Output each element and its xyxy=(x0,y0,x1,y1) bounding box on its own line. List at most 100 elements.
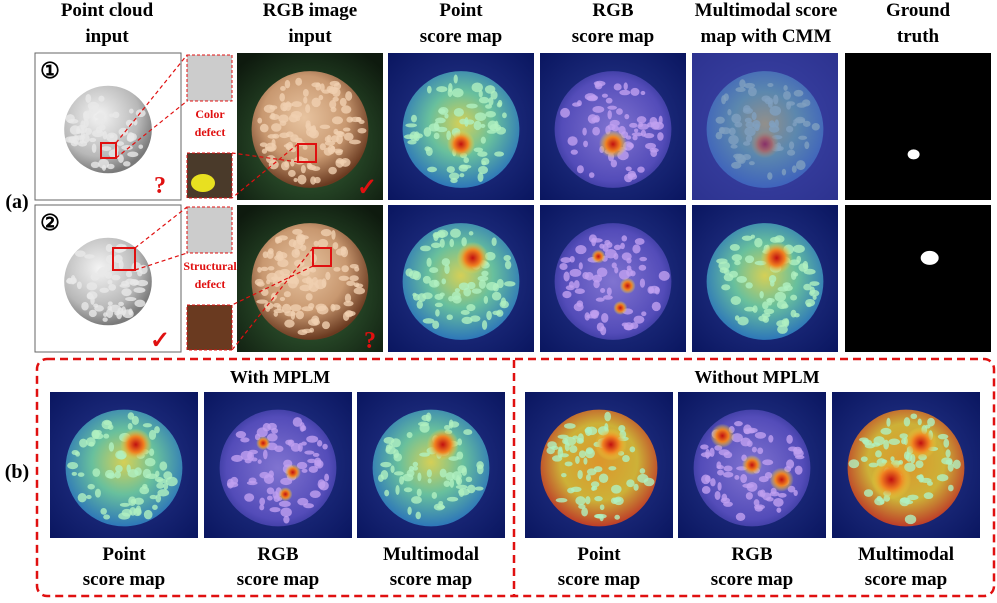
texture xyxy=(85,93,92,103)
column-header: RGB score map xyxy=(572,0,655,47)
roi xyxy=(312,247,332,267)
texture xyxy=(596,267,608,277)
texture xyxy=(321,321,330,330)
texture xyxy=(328,166,337,175)
texture xyxy=(430,242,441,249)
texture xyxy=(492,310,501,316)
caption-line: Multimodal xyxy=(383,544,479,565)
texture xyxy=(485,110,496,118)
zoom-link xyxy=(231,247,314,351)
texture xyxy=(793,489,798,496)
texture xyxy=(593,279,600,289)
texture xyxy=(309,267,317,273)
caption-line: RGB xyxy=(257,544,299,565)
texture xyxy=(416,488,422,497)
texture xyxy=(591,485,598,491)
texture xyxy=(563,423,576,429)
texture xyxy=(380,470,389,480)
texture xyxy=(476,461,484,470)
texture xyxy=(773,497,784,507)
texture xyxy=(432,320,440,329)
texture xyxy=(717,481,722,491)
texture xyxy=(774,291,787,302)
mark: ? xyxy=(364,328,376,354)
zoom-link xyxy=(115,54,188,144)
texture xyxy=(142,468,152,479)
texture xyxy=(107,279,113,285)
texture xyxy=(741,235,753,241)
texture xyxy=(121,306,127,316)
texture xyxy=(435,117,446,124)
texture xyxy=(313,176,321,184)
texture xyxy=(637,166,645,173)
texture xyxy=(127,423,133,430)
texture xyxy=(91,143,97,154)
panel-label: (b) xyxy=(5,461,29,483)
texture xyxy=(453,74,458,84)
caption: Multimodal score map xyxy=(858,544,954,590)
texture xyxy=(104,469,115,479)
texture xyxy=(152,504,158,510)
texture xyxy=(555,497,568,503)
texture xyxy=(584,271,594,281)
texture xyxy=(564,436,577,446)
texture xyxy=(77,493,87,503)
texture xyxy=(947,484,954,492)
texture xyxy=(559,262,568,271)
point-cloud xyxy=(64,85,152,174)
texture xyxy=(809,286,816,295)
texture xyxy=(611,262,617,269)
texture xyxy=(300,244,307,251)
texture xyxy=(468,231,474,236)
texture xyxy=(584,428,591,433)
texture xyxy=(314,459,324,469)
texture xyxy=(737,316,749,326)
texture xyxy=(634,238,645,245)
texture xyxy=(306,435,319,443)
texture xyxy=(458,282,470,291)
roi xyxy=(100,142,117,159)
texture xyxy=(778,492,787,498)
texture xyxy=(271,138,276,148)
column-header-line: Point xyxy=(439,0,483,21)
hot-spot xyxy=(599,130,627,159)
panel-b-frame xyxy=(35,357,996,598)
texture xyxy=(627,173,638,180)
texture xyxy=(267,266,275,271)
texture xyxy=(484,85,496,94)
texture xyxy=(652,121,664,130)
texture xyxy=(759,489,766,498)
texture xyxy=(267,422,277,431)
texture xyxy=(283,143,293,148)
texture xyxy=(157,489,170,497)
texture xyxy=(477,151,488,157)
texture xyxy=(156,482,165,489)
texture xyxy=(282,102,294,108)
texture xyxy=(108,284,117,291)
texture xyxy=(645,142,657,150)
caption-line: score map xyxy=(711,569,794,590)
texture xyxy=(651,301,661,312)
texture xyxy=(344,310,354,318)
texture xyxy=(116,141,125,146)
texture xyxy=(118,127,129,136)
color-defect xyxy=(191,174,215,192)
texture xyxy=(751,446,757,453)
texture xyxy=(623,82,628,91)
texture xyxy=(357,127,367,134)
texture xyxy=(271,123,282,132)
texture xyxy=(612,497,622,503)
texture xyxy=(98,95,105,102)
texture xyxy=(859,437,869,442)
texture xyxy=(148,429,157,440)
texture xyxy=(578,262,583,270)
texture xyxy=(576,300,584,307)
texture xyxy=(301,468,308,473)
texture xyxy=(637,473,649,483)
texture xyxy=(315,303,327,312)
texture xyxy=(84,127,92,135)
texture xyxy=(604,411,612,422)
texture xyxy=(263,474,275,484)
texture xyxy=(481,160,487,166)
texture xyxy=(590,481,600,488)
